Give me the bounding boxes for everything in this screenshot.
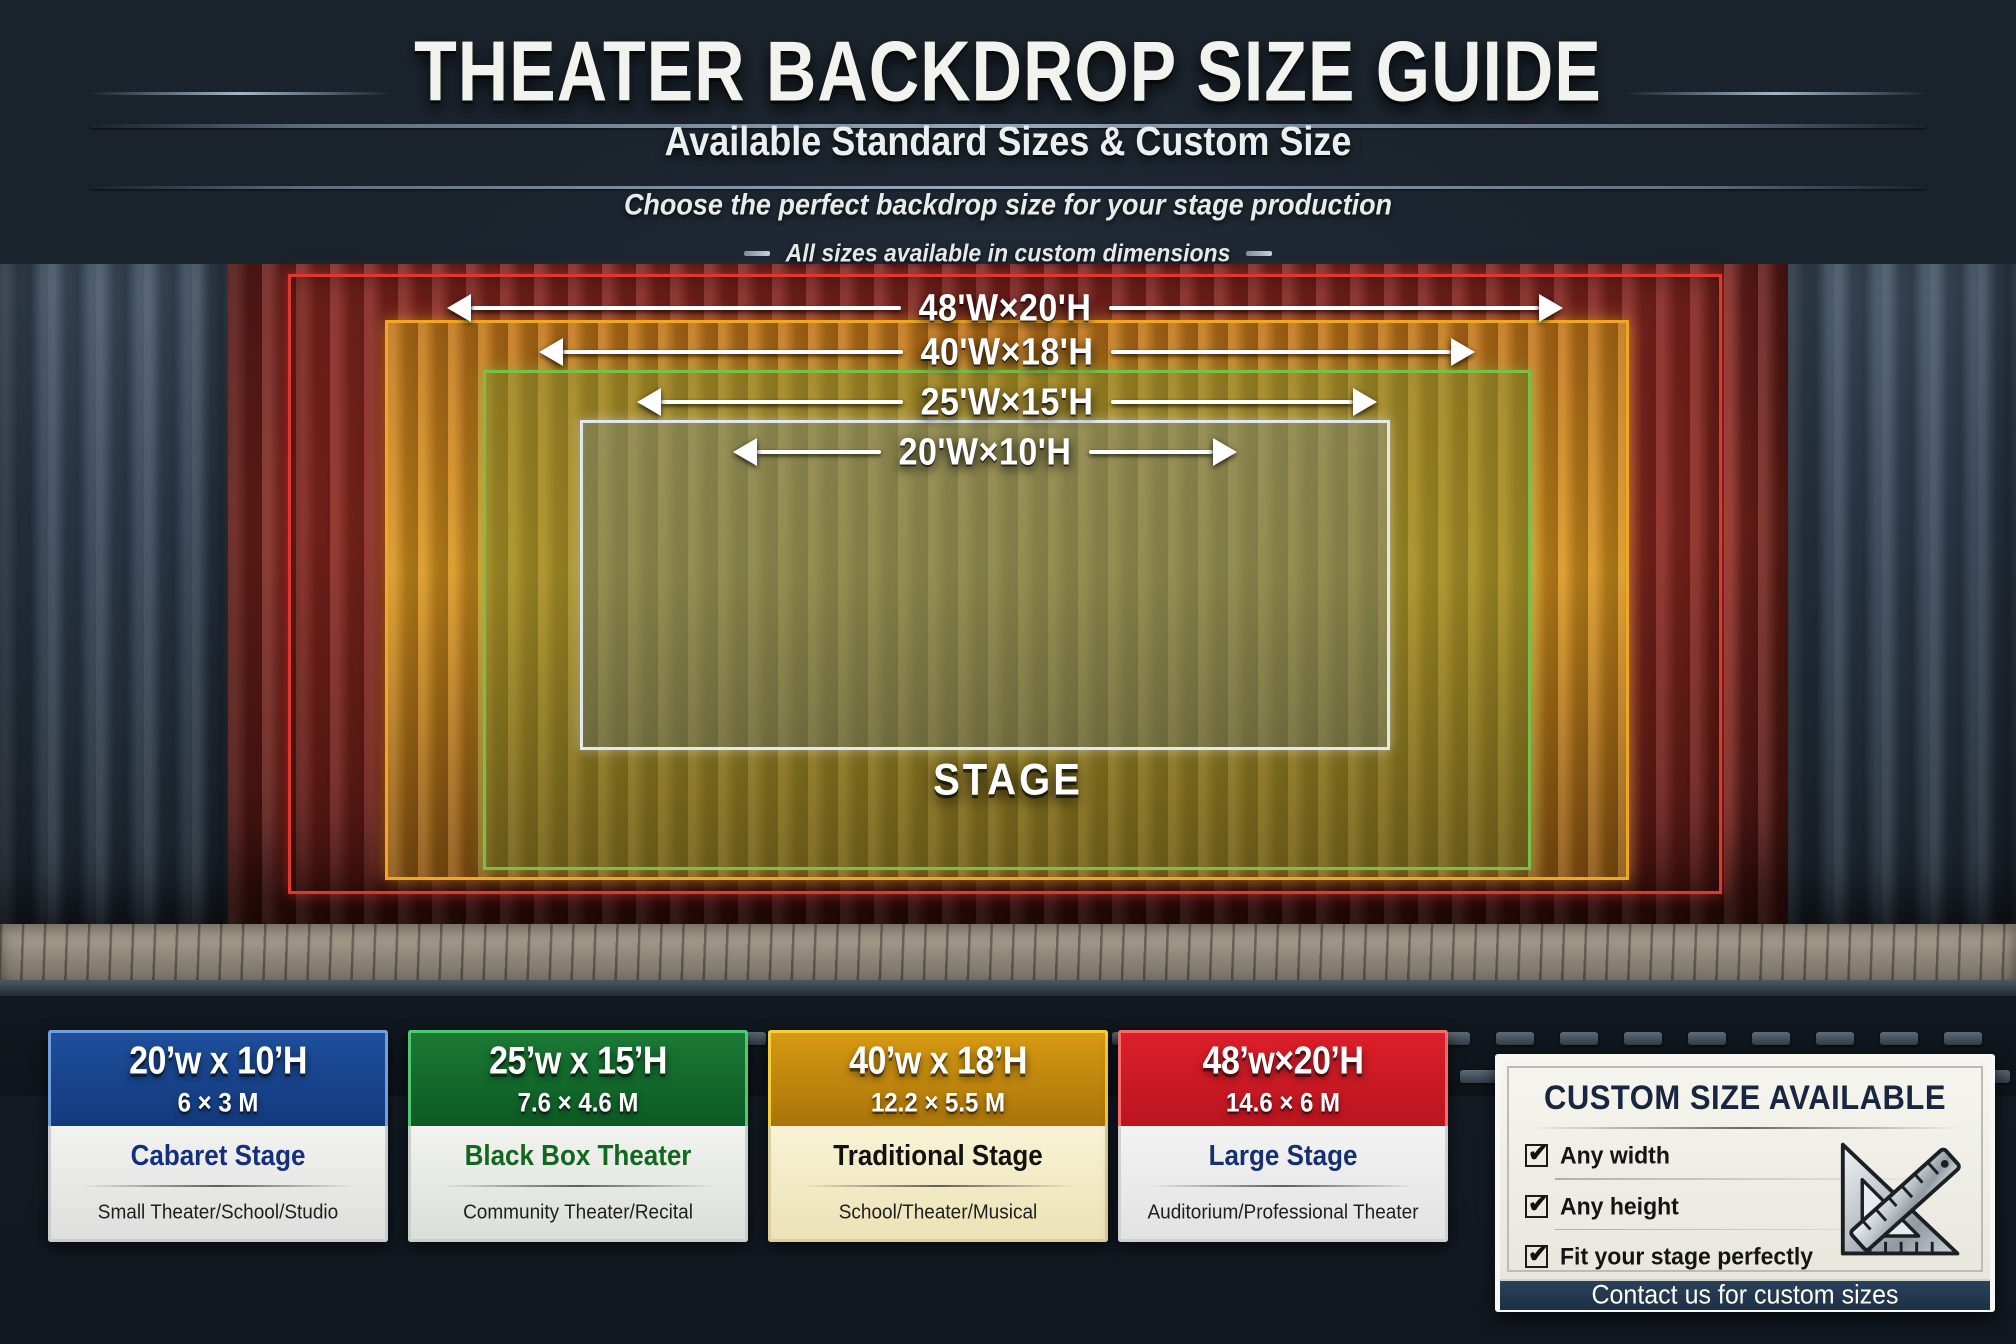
size-card-list: 20’w x 10’H 6 × 3 M Cabaret Stage Small … [0,1030,2016,1250]
backdrop-rect-20x10[interactable] [580,420,1390,750]
feature-divider [1555,1228,1961,1230]
feature-label: Any width [1560,1141,1670,1169]
card-size-metric: 12.2 × 5.5 M [870,1088,1006,1118]
checkbox-checked-icon[interactable] [1525,1190,1548,1219]
card-size-metric: 6 × 3 M [177,1088,259,1118]
footlight-fixture [1496,1032,1534,1045]
card-body: Traditional Stage School/Theater/Musical [768,1126,1108,1242]
card-divider [441,1185,715,1187]
page-subtitle: Available Standard Sizes & Custom Size [664,118,1352,164]
feature-divider [1555,1178,1961,1180]
footlight-fixture [1944,1032,1982,1045]
card-header: 48’w×20’H 14.6 × 6 M [1118,1030,1448,1126]
header-rule-right [1626,92,1926,95]
card-size-imperial: 40’w x 18’H [849,1038,1027,1083]
footlight-fixture [1560,1032,1598,1045]
header: THEATER BACKDROP SIZE GUIDE Available St… [0,0,2016,290]
header-rule-left [90,92,390,95]
size-card-cabaret-stage[interactable]: 20’w x 10’H 6 × 3 M Cabaret Stage Small … [48,1030,388,1242]
card-description: School/Theater/Musical [838,1201,1038,1224]
card-header: 25’w x 15’H 7.6 × 4.6 M [408,1030,748,1126]
card-body: Black Box Theater Community Theater/Reci… [408,1126,748,1242]
custom-panel-title-rule [1529,1127,1961,1129]
page-title: THEATER BACKDROP SIZE GUIDE [414,25,1602,120]
stage-label: STAGE [933,755,1083,805]
curtain-right [1786,264,2016,946]
card-body: Large Stage Auditorium/Professional Thea… [1118,1126,1448,1242]
card-title: Large Stage [1208,1138,1358,1172]
custom-panel-inner: CUSTOM SIZE AVAILABLE Any width Any heig… [1507,1066,1983,1272]
dash-left-icon [743,251,770,256]
custom-panel-footer[interactable]: Contact us for custom sizes [1500,1279,1990,1310]
card-divider [1150,1185,1416,1187]
card-title: Cabaret Stage [130,1138,306,1172]
card-divider [81,1185,355,1187]
card-description: Community Theater/Recital [463,1201,693,1224]
custom-dimensions-note: All sizes available in custom dimensions [0,238,2016,268]
footlight-fixture [1752,1032,1790,1045]
card-description: Small Theater/School/Studio [97,1201,339,1224]
card-size-imperial: 48’w×20’H [1202,1038,1364,1083]
feature-label: Any height [1560,1191,1679,1220]
card-size-metric: 7.6 × 4.6 M [517,1088,639,1118]
ruler-set-square-icon [1840,1142,1961,1256]
page-tagline: Choose the perfect backdrop size for you… [623,188,1393,221]
curtain-left [0,264,230,946]
card-title: Black Box Theater [464,1138,692,1172]
header-rule-middle [90,124,1926,128]
header-rule-bottom [90,186,1926,189]
backdrop-rect-40x18[interactable] [385,320,1629,880]
custom-feature-any-height[interactable]: Any height [1525,1190,1965,1220]
card-divider [801,1185,1075,1187]
custom-size-panel[interactable]: CUSTOM SIZE AVAILABLE Any width Any heig… [1495,1054,1995,1312]
card-header: 20’w x 10’H 6 × 3 M [48,1030,388,1126]
stage-floor-lip [0,980,2016,996]
card-size-metric: 14.6 × 6 M [1225,1088,1341,1118]
note-text: All sizes available in custom dimensions [785,238,1231,268]
checkbox-checked-icon[interactable] [1525,1139,1548,1168]
size-card-black-box-theater[interactable]: 25’w x 15’H 7.6 × 4.6 M Black Box Theate… [408,1030,748,1242]
custom-feature-any-width[interactable]: Any width [1525,1139,1965,1169]
custom-footer-label: Contact us for custom sizes [1591,1280,1899,1310]
backdrop-rect-25x15[interactable] [483,370,1531,870]
card-title: Traditional Stage [833,1138,1043,1172]
footlight-fixture [1816,1032,1854,1045]
footlight-fixture [1880,1032,1918,1045]
feature-label: Fit your stage perfectly [1560,1242,1814,1270]
footlight-fixture [1624,1032,1662,1045]
size-card-traditional-stage[interactable]: 40’w x 18’H 12.2 × 5.5 M Traditional Sta… [768,1030,1108,1242]
custom-panel-title: CUSTOM SIZE AVAILABLE [1543,1077,1947,1118]
card-description: Auditorium/Professional Theater [1147,1201,1419,1224]
size-card-large-stage[interactable]: 48’w×20’H 14.6 × 6 M Large Stage Auditor… [1118,1030,1448,1242]
card-size-imperial: 20’w x 10’H [129,1038,307,1083]
card-size-imperial: 25’w x 15’H [489,1038,667,1083]
footlight-fixture [1460,1070,1498,1083]
card-body: Cabaret Stage Small Theater/School/Studi… [48,1126,388,1242]
custom-feature-fit-stage[interactable]: Fit your stage perfectly [1525,1240,1965,1270]
card-header: 40’w x 18’H 12.2 × 5.5 M [768,1030,1108,1126]
checkbox-checked-icon[interactable] [1525,1240,1548,1269]
stage-illustration: STAGE 48'W×20'H 40'W×18'H 25'W×15'H 20'W… [0,264,2016,996]
footlight-fixture [1688,1032,1726,1045]
dash-right-icon [1246,251,1273,256]
stage-floor [0,924,2016,984]
